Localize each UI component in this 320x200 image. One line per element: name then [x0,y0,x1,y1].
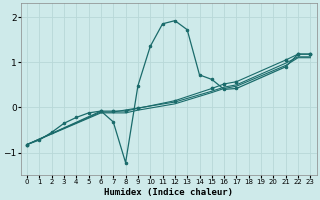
X-axis label: Humidex (Indice chaleur): Humidex (Indice chaleur) [104,188,233,197]
